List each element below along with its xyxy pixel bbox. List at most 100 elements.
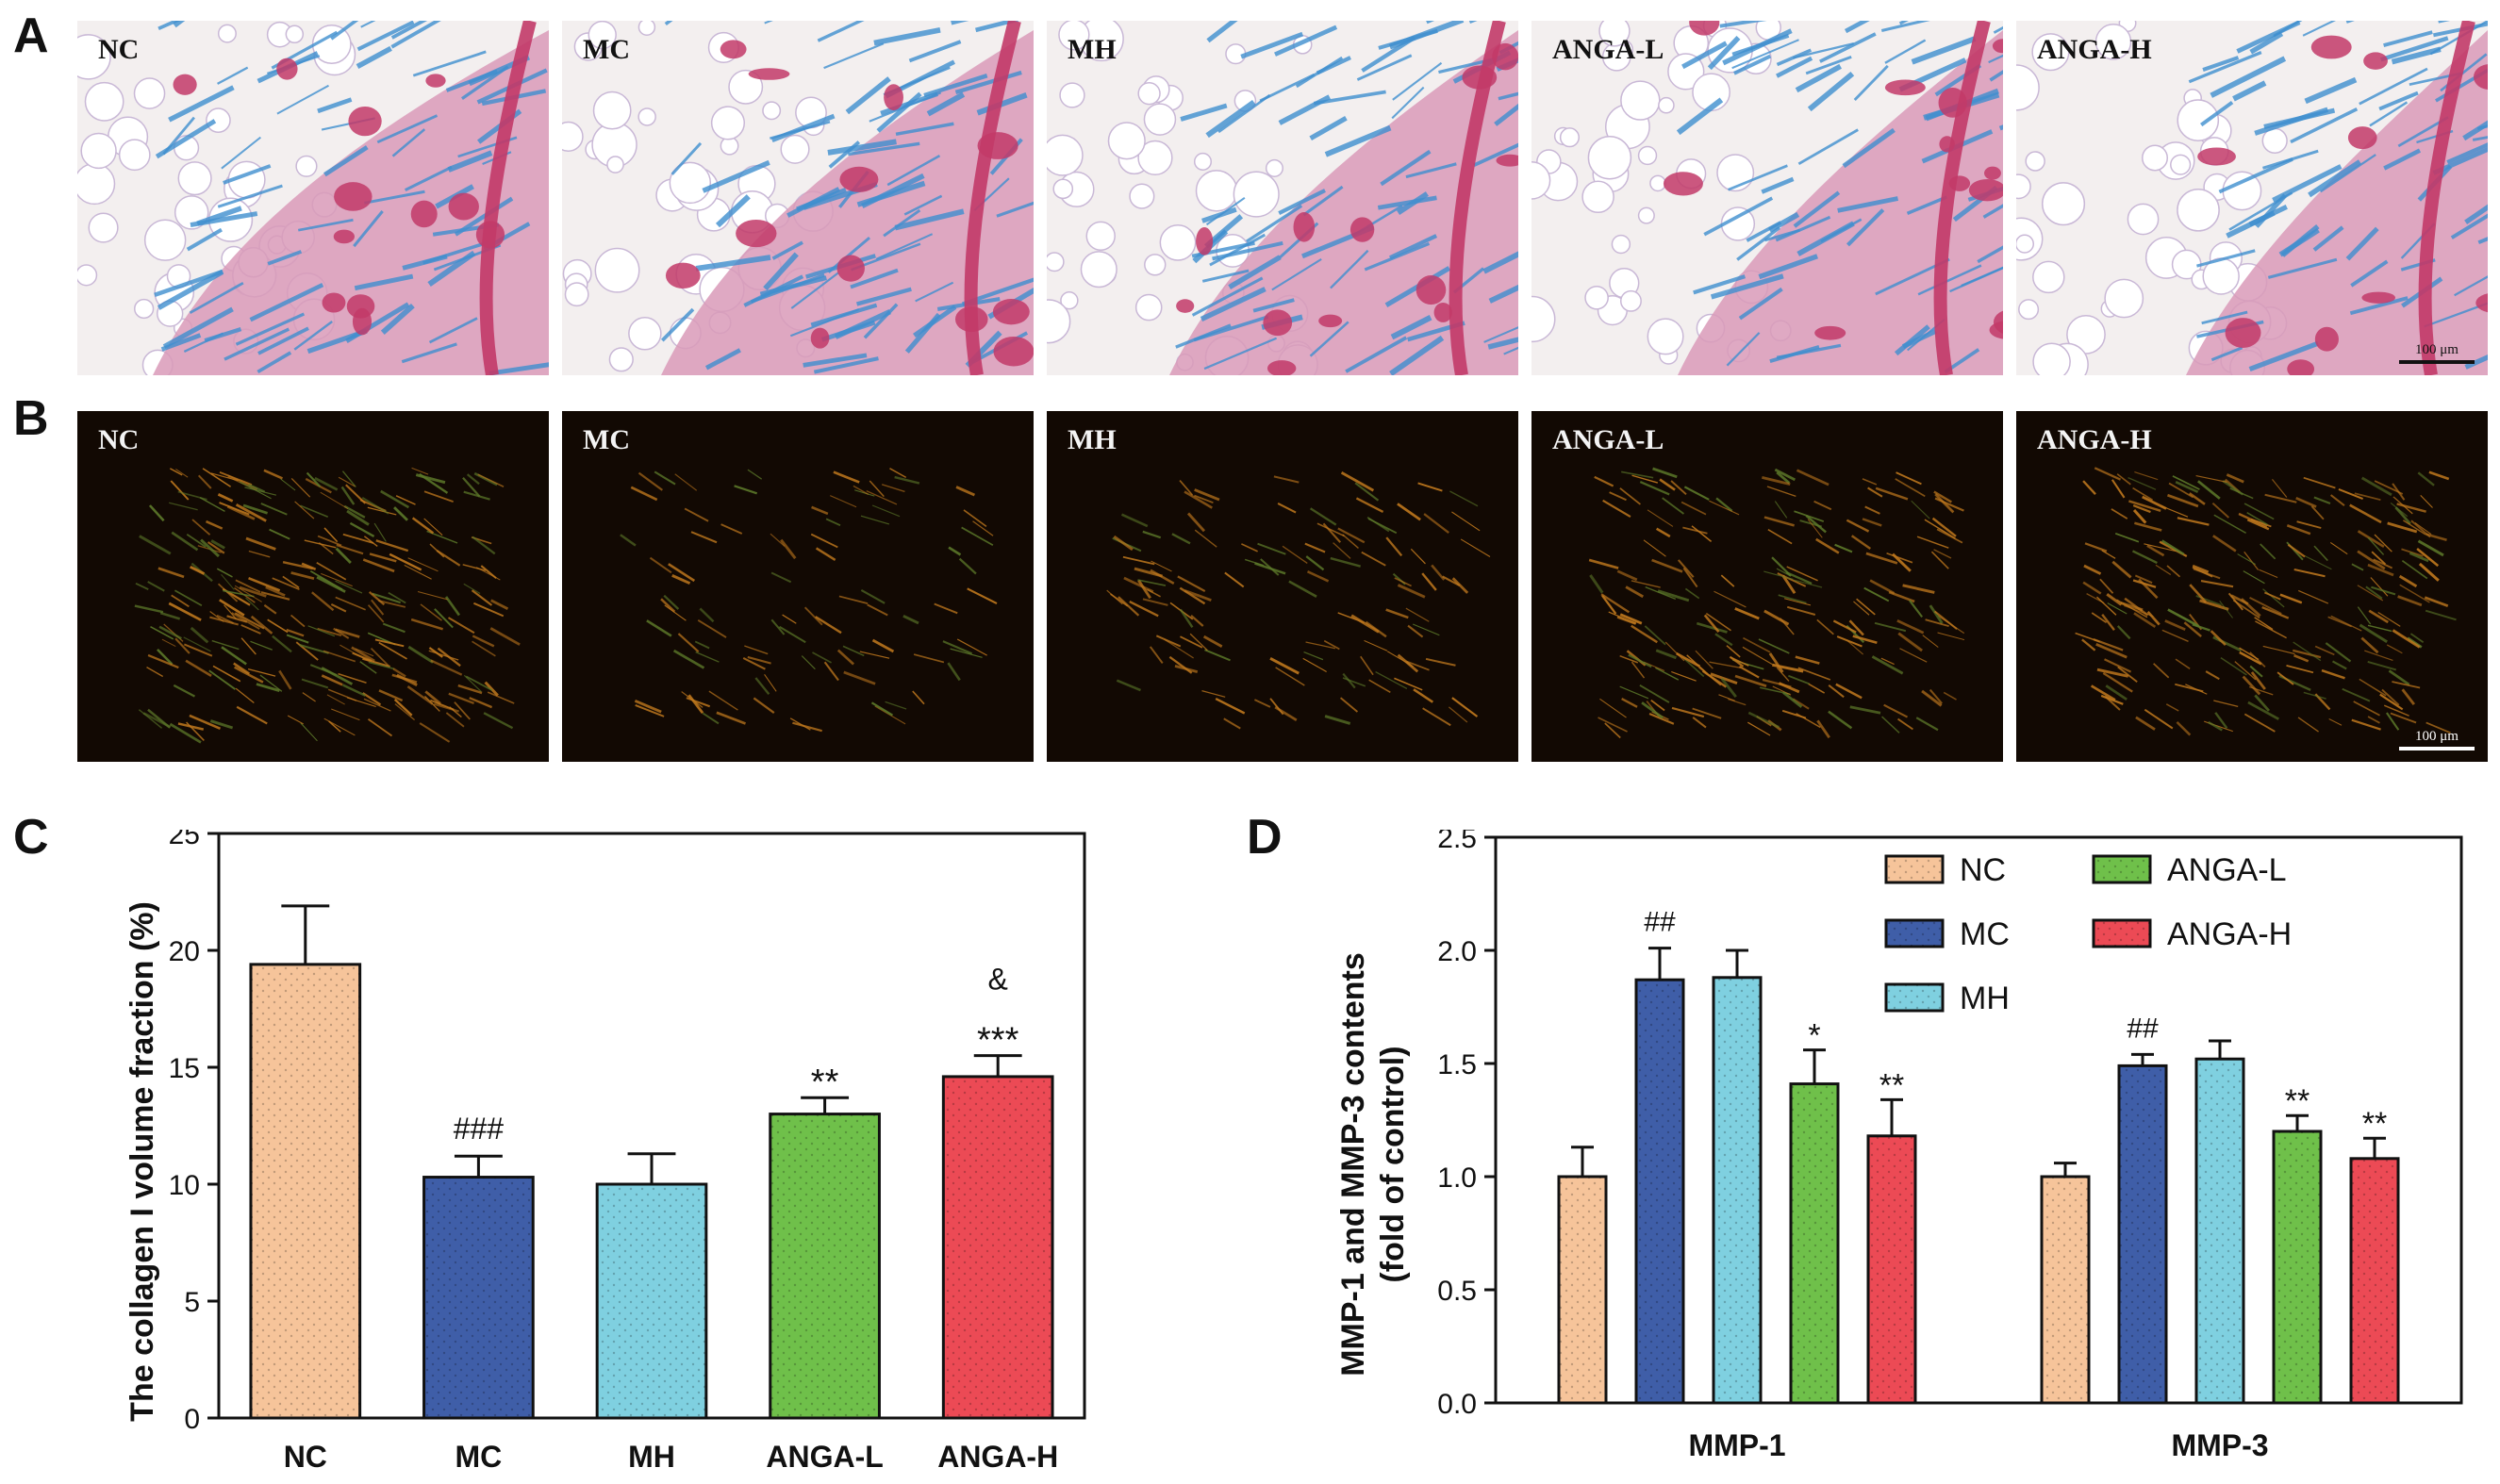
birefringent-fiber xyxy=(963,509,987,527)
collagen-fiber xyxy=(401,342,457,364)
stained-structure xyxy=(736,219,777,248)
birefringent-fiber xyxy=(240,624,261,635)
birefringent-fiber xyxy=(2255,620,2287,639)
birefringent-fiber xyxy=(477,473,505,487)
collagen-fiber xyxy=(428,317,478,344)
birefringent-fiber xyxy=(457,684,483,695)
birefringent-fiber xyxy=(170,480,190,501)
birefringent-fiber xyxy=(1367,518,1398,535)
birefringent-fiber xyxy=(211,639,240,651)
birefringent-fiber xyxy=(1364,639,1388,651)
collagen-fiber xyxy=(1853,64,1889,102)
birefringent-fiber xyxy=(649,556,672,574)
stained-structure xyxy=(2361,291,2396,304)
stained-structure xyxy=(1884,79,1926,96)
collagen-fiber xyxy=(1842,127,1896,169)
birefringent-fiber xyxy=(2111,560,2132,579)
micrograph-label: MH xyxy=(1068,34,1117,65)
birefringent-fiber xyxy=(1734,674,1767,687)
birefringent-fiber xyxy=(2357,550,2386,570)
stained-structure xyxy=(2287,359,2315,375)
collagen-fiber xyxy=(1775,215,1831,242)
birefringent-fiber xyxy=(2331,660,2347,670)
birefringent-fiber xyxy=(1631,580,1661,588)
birefringent-fiber xyxy=(770,533,786,547)
birefringent-fiber xyxy=(343,504,366,519)
y-tick-label: 25 xyxy=(169,830,200,850)
birefringent-fiber xyxy=(226,504,256,520)
fat-cell xyxy=(780,134,810,164)
birefringent-fiber xyxy=(210,539,225,550)
collagen-fiber xyxy=(2450,213,2488,239)
collagen-fiber xyxy=(267,250,303,266)
stained-structure xyxy=(2363,52,2388,70)
birefringent-fiber xyxy=(1365,620,1387,638)
collagen-fiber xyxy=(306,328,368,355)
birefringent-fiber xyxy=(2081,638,2096,651)
collagen-fiber xyxy=(257,326,309,355)
collagen-fiber xyxy=(2200,100,2234,127)
bar-pattern xyxy=(597,1184,706,1418)
birefringent-fiber xyxy=(190,626,209,644)
stained-structure xyxy=(2474,64,2488,90)
birefringent-fiber xyxy=(2416,548,2440,568)
fat-cell xyxy=(1085,221,1116,252)
bar-pattern xyxy=(2351,1158,2398,1403)
y-tick-label: 1.5 xyxy=(1437,1049,1477,1080)
birefringent-fiber xyxy=(256,683,280,692)
birefringent-fiber xyxy=(2134,574,2153,585)
collagen-fiber xyxy=(704,348,741,371)
birefringent-fiber xyxy=(2176,720,2192,736)
collagen-fiber xyxy=(2383,30,2433,48)
birefringent-fiber xyxy=(173,684,196,698)
birefringent-fiber xyxy=(2409,552,2429,563)
birefringent-fiber xyxy=(2153,663,2170,679)
birefringent-fiber xyxy=(361,497,389,515)
birefringent-fiber xyxy=(389,552,422,571)
y-tick-label: 10 xyxy=(169,1170,200,1201)
collagen-fiber xyxy=(1295,56,1344,89)
birefringent-fiber xyxy=(272,635,292,653)
birefringent-fiber xyxy=(1726,645,1741,658)
birefringent-fiber xyxy=(1354,482,1380,502)
collagen-fiber xyxy=(1728,164,1788,191)
stained-structure xyxy=(1496,154,1518,167)
birefringent-fiber xyxy=(2329,494,2345,506)
birefringent-fiber xyxy=(2286,665,2314,674)
birefringent-fiber xyxy=(260,591,290,601)
birefringent-fiber xyxy=(1655,667,1680,681)
collagen-fiber xyxy=(2249,31,2284,55)
birefringent-fiber xyxy=(1886,552,1913,564)
birefringent-fiber xyxy=(630,486,658,502)
birefringent-fiber xyxy=(388,591,406,604)
birefringent-fiber xyxy=(469,697,493,709)
birefringent-fiber xyxy=(302,692,316,702)
stained-structure xyxy=(1433,302,1452,322)
collagen-fiber xyxy=(1228,255,1282,289)
birefringent-fiber xyxy=(1936,528,1963,544)
fat-cell xyxy=(1611,234,1631,255)
birefringent-fiber xyxy=(472,536,496,555)
birefringent-fiber xyxy=(1869,579,1896,595)
birefringent-fiber xyxy=(1184,490,1213,509)
birefringent-fiber xyxy=(1937,632,1965,641)
birefringent-fiber xyxy=(1260,558,1280,576)
birefringent-fiber xyxy=(967,587,998,604)
birefringent-fiber xyxy=(190,565,206,575)
birefringent-fiber xyxy=(378,600,406,608)
birefringent-fiber xyxy=(1863,586,1890,602)
birefringent-fiber xyxy=(2124,604,2154,618)
birefringent-fiber xyxy=(1449,490,1479,507)
scale-bar-text: 100 μm xyxy=(2415,342,2459,357)
fat-cell xyxy=(608,347,634,372)
birefringent-fiber xyxy=(2254,694,2271,712)
fat-cell xyxy=(1233,171,1280,218)
birefringent-fiber xyxy=(1385,536,1403,557)
collagen-fiber xyxy=(715,194,751,228)
birefringent-fiber xyxy=(2338,488,2363,501)
birefringent-fiber xyxy=(487,691,515,704)
epidermis-edge xyxy=(1933,21,1991,375)
micrograph-background xyxy=(1531,411,2003,762)
birefringent-fiber xyxy=(147,581,165,592)
collagen-fiber xyxy=(356,45,392,69)
